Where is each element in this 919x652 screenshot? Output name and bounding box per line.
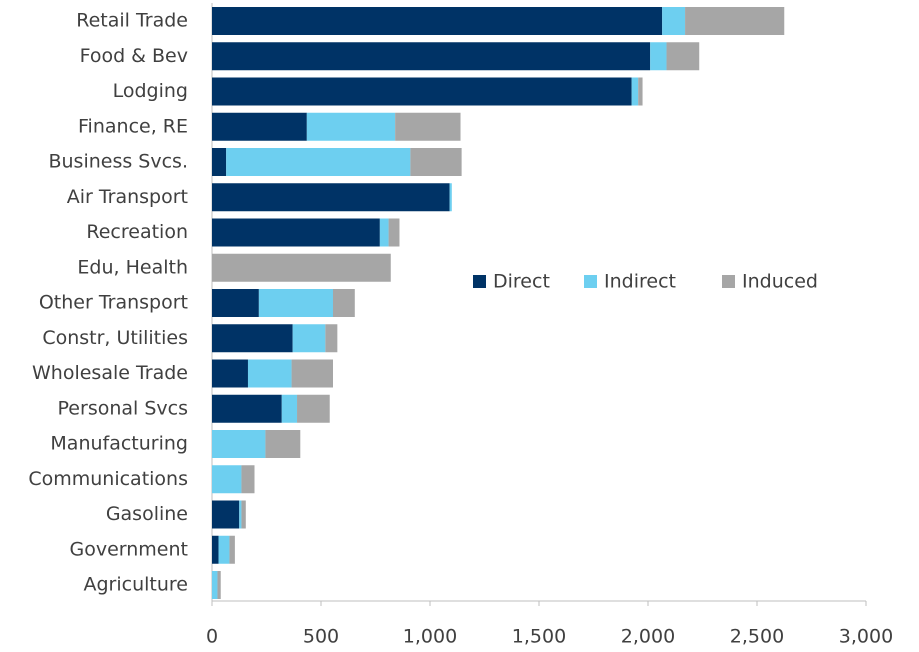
bar-segment (650, 42, 667, 71)
y-tick-label: Lodging (113, 80, 188, 102)
bar-segment (306, 112, 396, 141)
x-tick-label: 500 (303, 626, 339, 648)
bar-segment (685, 7, 785, 35)
bar-segment (229, 535, 235, 564)
bar-segment (212, 218, 380, 247)
bar-segment (241, 500, 246, 529)
bar-segment (395, 112, 461, 141)
bar-segment (239, 500, 242, 529)
bar-segment (212, 324, 293, 353)
bar-segment (325, 324, 338, 353)
bar-segment (247, 359, 292, 388)
bar-segment (212, 430, 266, 458)
bar-segment (212, 77, 632, 106)
bar-segment (218, 535, 230, 564)
bar-segment (212, 571, 218, 599)
y-tick-label: Air Transport (67, 186, 188, 208)
bar-segment (265, 430, 301, 458)
y-tick-label: Edu, Health (77, 256, 188, 278)
bar-segment (638, 77, 643, 106)
y-tick-label: Government (70, 538, 189, 560)
bar-segment (212, 253, 391, 282)
x-tick-label: 2,000 (621, 626, 675, 648)
y-tick-label: Agriculture (84, 574, 189, 596)
y-tick-label: Gasoline (106, 503, 188, 525)
bar-segment (212, 42, 651, 71)
x-tick-label: 3,000 (839, 626, 893, 648)
bar-segment (631, 77, 639, 106)
bar-segment (212, 535, 219, 564)
x-tick-label: 2,500 (730, 626, 784, 648)
bar-segment (292, 324, 326, 353)
y-tick-label: Finance, RE (78, 115, 188, 137)
bar-segment (212, 500, 240, 529)
y-tick-label: Food & Bev (80, 45, 188, 67)
bar-segment (212, 183, 450, 212)
bar-segment (212, 394, 282, 423)
bar-segment (388, 218, 400, 247)
bar-segment (212, 112, 307, 141)
y-tick-label: Other Transport (39, 292, 188, 314)
bar-segment (449, 183, 452, 212)
bar-segment (212, 289, 259, 317)
bar-segment (212, 359, 248, 388)
y-tick-label: Constr, Utilities (42, 327, 188, 349)
bar-segment (241, 465, 255, 494)
bar-segment (291, 359, 333, 388)
legend-label: Indirect (604, 271, 676, 293)
x-tick-label: 1,500 (512, 626, 566, 648)
bar-segment (379, 218, 389, 247)
bar-segment (212, 7, 663, 35)
bar-segment (281, 394, 298, 423)
bar-segment (258, 289, 333, 317)
y-tick-label: Business Svcs. (48, 151, 188, 173)
bar-segment (212, 465, 242, 494)
bar-segment (297, 394, 330, 423)
y-tick-label: Wholesale Trade (32, 362, 188, 384)
x-tick-label: 1,000 (403, 626, 457, 648)
bar-segment (666, 42, 700, 71)
legend-swatch (473, 275, 486, 288)
legend-swatch (722, 275, 735, 288)
legend-label: Induced (742, 271, 818, 293)
y-tick-label: Manufacturing (50, 433, 188, 455)
y-tick-label: Recreation (86, 221, 188, 243)
y-tick-label: Retail Trade (76, 10, 188, 32)
bar-segment (217, 571, 221, 599)
bar-segment (212, 148, 227, 176)
legend-swatch (584, 275, 597, 288)
y-tick-label: Personal Svcs (58, 397, 188, 419)
y-tick-label: Communications (28, 468, 188, 490)
x-tick-label: 0 (206, 626, 218, 648)
bar-segment (226, 148, 411, 176)
bar-segment (332, 289, 355, 317)
legend-label: Direct (493, 271, 550, 293)
bar-segment (410, 148, 462, 176)
bar-segment (662, 7, 686, 35)
